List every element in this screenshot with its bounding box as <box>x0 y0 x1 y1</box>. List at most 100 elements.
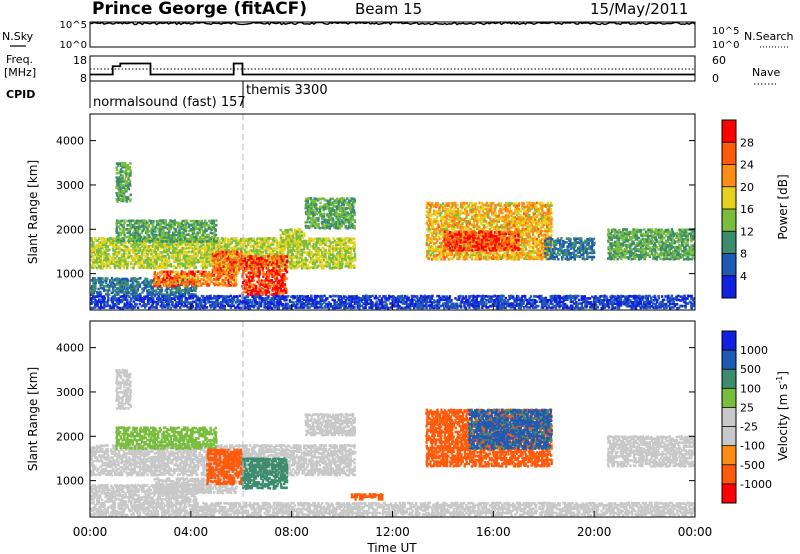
scatter-cell <box>436 211 440 215</box>
scatter-cell <box>236 245 239 249</box>
scatter-cell <box>295 250 299 254</box>
scatter-cell <box>346 197 349 200</box>
scatter-cell <box>270 264 274 268</box>
scatter-cell <box>270 272 274 276</box>
scatter-cell <box>321 214 324 218</box>
scatter-cell <box>137 256 141 260</box>
scatter-cell <box>353 201 356 205</box>
scatter-cell <box>478 210 481 213</box>
scatter-cell <box>340 197 343 200</box>
scatter-cell <box>290 260 293 264</box>
scatter-cell <box>263 239 266 243</box>
scatter-cell <box>350 217 353 220</box>
scatter-cell <box>239 245 243 249</box>
scatter-cell <box>112 260 115 264</box>
scatter-cell <box>187 266 191 270</box>
scatter-cell <box>200 219 204 223</box>
scatter-cell <box>517 258 520 261</box>
scatter-cell <box>441 209 444 213</box>
scatter-cell <box>450 253 454 256</box>
scatter-cell <box>438 256 442 259</box>
scatter-cell <box>146 293 149 296</box>
scatter-cell <box>96 250 99 254</box>
scatter-cell <box>229 255 232 258</box>
scatter-cell <box>504 203 508 207</box>
scatter-cell <box>220 269 223 272</box>
scatter-cell <box>144 229 148 233</box>
scatter-cell <box>473 219 476 223</box>
scatter-cell <box>465 225 468 229</box>
scatter-cell <box>189 256 192 260</box>
scatter-cell <box>434 213 437 217</box>
scatter-cell <box>110 291 114 295</box>
scatter-cell <box>268 253 272 256</box>
scatter-cell <box>322 205 325 208</box>
scatter-cell <box>182 255 185 258</box>
scatter-cell <box>209 254 212 258</box>
scatter-cell <box>233 266 236 270</box>
scatter-cell <box>181 289 185 292</box>
scatter-cell <box>123 191 126 195</box>
scatter-cell <box>153 254 157 257</box>
scatter-cell <box>248 285 251 288</box>
scatter-cell <box>215 276 218 280</box>
scatter-cell <box>445 217 448 221</box>
scatter-cell <box>162 229 165 233</box>
scatter-cell <box>465 210 469 213</box>
scatter-cell <box>293 244 296 248</box>
scatter-cell <box>104 253 108 256</box>
scatter-cell <box>207 271 211 274</box>
scatter-cell <box>134 222 137 225</box>
scatter-cell <box>307 205 311 208</box>
scatter-cell <box>429 253 433 256</box>
scatter-cell <box>469 210 472 213</box>
scatter-cell <box>337 205 340 208</box>
scatter-cell <box>169 219 172 222</box>
scatter-cell <box>260 255 263 258</box>
scatter-cell <box>255 261 258 264</box>
scatter-cell <box>236 248 239 252</box>
scatter-cell <box>299 254 302 257</box>
scatter-cell <box>245 253 248 256</box>
scatter-cell <box>455 203 458 207</box>
scatter-cell <box>435 202 438 205</box>
scatter-cell <box>123 221 126 224</box>
scatter-cell <box>218 267 221 270</box>
scatter-cell <box>146 252 149 256</box>
scatter-cell <box>353 213 356 217</box>
scatter-cell <box>243 267 247 270</box>
scatter-cell <box>151 227 154 231</box>
scatter-cell <box>129 219 133 222</box>
scatter-cell <box>105 292 108 296</box>
scatter-cell <box>209 231 213 234</box>
scatter-cell <box>252 245 255 248</box>
scatter-cell <box>162 240 165 243</box>
scatter-cell <box>339 241 342 244</box>
scatter-cell <box>458 254 461 257</box>
scatter-cell <box>433 237 436 241</box>
scatter-cell <box>193 244 197 248</box>
scatter-cell <box>324 243 327 246</box>
scatter-cell <box>447 225 450 229</box>
scatter-cell <box>205 229 208 233</box>
scatter-cell <box>148 237 151 241</box>
scatter-cell <box>223 248 227 252</box>
scatter-cell <box>272 247 275 251</box>
scatter-cell <box>225 256 229 260</box>
scatter-cell <box>296 243 299 246</box>
scatter-cell <box>115 287 119 290</box>
beam-title: Beam 15 <box>355 0 422 18</box>
noise-trace <box>89 21 696 26</box>
scatter-cell <box>440 212 443 215</box>
scatter-cell <box>256 243 259 247</box>
scatter-cell <box>171 246 175 250</box>
scatter-cell <box>299 234 302 237</box>
scatter-cell <box>192 224 196 227</box>
scatter-cell <box>218 247 221 250</box>
scatter-cell <box>183 271 187 274</box>
scatter-cell <box>118 189 121 193</box>
scatter-cell <box>519 248 523 251</box>
scatter-cell <box>519 252 522 255</box>
scatter-cell <box>117 288 120 292</box>
scatter-cell <box>120 254 124 258</box>
